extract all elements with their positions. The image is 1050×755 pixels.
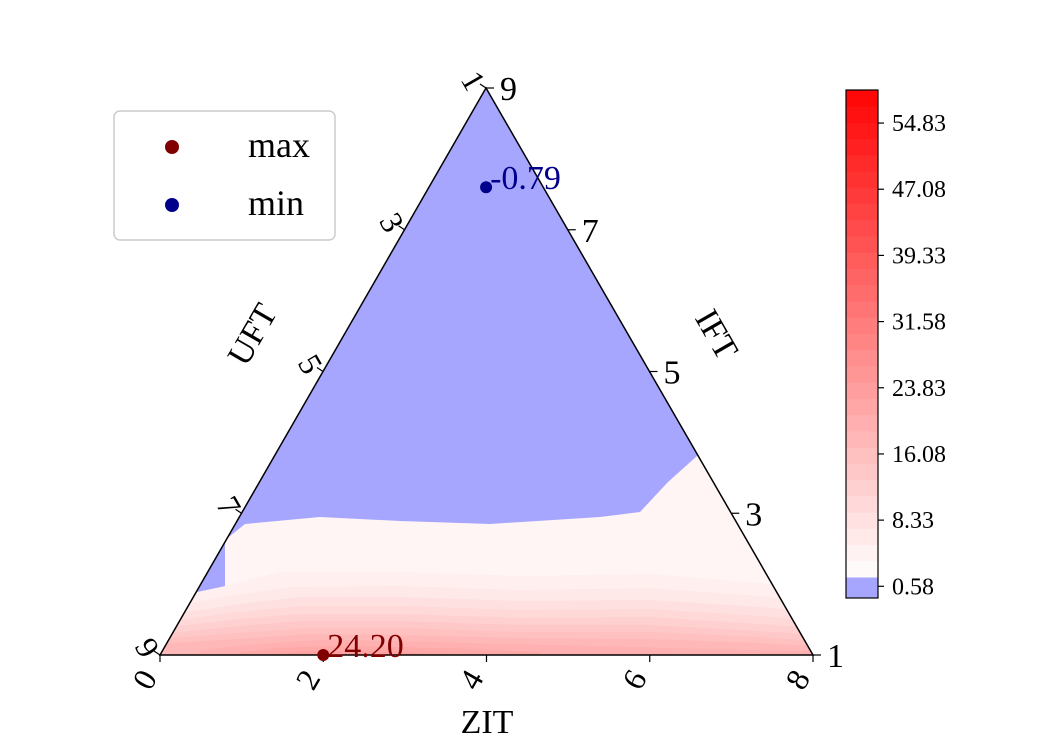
right-tick-label: 1 [827,638,844,675]
left-tick [479,83,487,89]
colorbar-band [846,106,878,123]
colorbar-band [846,203,878,221]
colorbar-band [846,349,878,367]
colorbar-ticks: 0.58 8.33 16.08 23.83 31.58 39.33 47.08 54.83 [878,111,946,600]
colorbar-band [846,219,878,237]
legend-min-label: min [248,183,304,223]
bottom-tick-label: 0 [125,664,164,696]
colorbar-band [846,512,878,529]
right-tick-label: 3 [745,496,762,533]
colorbar-band [846,382,878,399]
colorbar-band [846,398,878,416]
colorbar: 0.58 8.33 16.08 23.83 31.58 39.33 47.08 54.83 [845,89,946,600]
min-marker [480,181,493,194]
left-axis-label: UFT [221,297,285,371]
colorbar-band [846,154,878,172]
right-tick-label: 7 [582,213,599,250]
colorbar-band [846,463,878,481]
bottom-tick-label: 8 [778,664,817,696]
colorbar-bands [846,90,878,578]
bottom-tick-label: 6 [615,664,654,696]
colorbar-band [846,528,878,546]
colorbar-band [846,365,878,383]
colorbar-band [846,495,878,513]
colorbar-band [846,138,878,156]
left-tick [316,367,324,372]
colorbar-band [846,479,878,497]
colorbar-tick-label: 39.33 [892,243,946,269]
left-tick [398,225,405,231]
colorbar-band [846,301,878,318]
right-tick-label: 9 [500,71,517,108]
legend-max-marker [165,140,179,154]
legend: max min [113,110,336,241]
colorbar-band [846,122,878,140]
colorbar-band [846,414,878,432]
colorbar-band [846,268,878,286]
colorbar-band [846,171,878,188]
bottom-axis-label: ZIT [461,704,514,741]
colorbar-tick-label: 47.08 [892,177,946,203]
colorbar-tick-label: 23.83 [892,376,946,402]
colorbar-band [846,430,878,448]
colorbar-frame [845,89,879,599]
left-tick [153,650,161,656]
markers: 24.20 -0.79 [317,160,561,665]
right-tick-label: 5 [664,355,681,392]
colorbar-band [846,544,878,562]
colorbar-band [846,187,878,205]
colorbar-band [846,236,878,253]
legend-min-marker [165,198,179,212]
colorbar-tick-label: 54.83 [892,111,946,137]
right-axis-label: IFT [687,303,745,366]
colorbar-tick-label: 16.08 [892,442,946,468]
colorbar-band [846,252,878,270]
colorbar-low-band [846,577,878,598]
left-tick [235,508,242,514]
max-value-label: 24.20 [327,628,404,665]
bottom-tick-label: 4 [451,664,490,696]
colorbar-band [846,447,878,464]
max-marker [317,649,330,661]
colorbar-tick-label: 8.33 [892,508,934,534]
contour-fill [160,88,813,655]
colorbar-band [846,333,878,351]
colorbar-tick-label: 0.58 [892,574,934,600]
colorbar-band [846,90,878,107]
bottom-tick-label: 2 [288,664,327,696]
min-value-label: -0.79 [490,160,561,197]
colorbar-band [846,317,878,334]
legend-max-label: max [248,125,310,165]
left-tick-label: 9 [128,632,167,664]
colorbar-band [846,560,878,578]
colorbar-band [846,284,878,302]
colorbar-tick-label: 31.58 [892,310,946,336]
